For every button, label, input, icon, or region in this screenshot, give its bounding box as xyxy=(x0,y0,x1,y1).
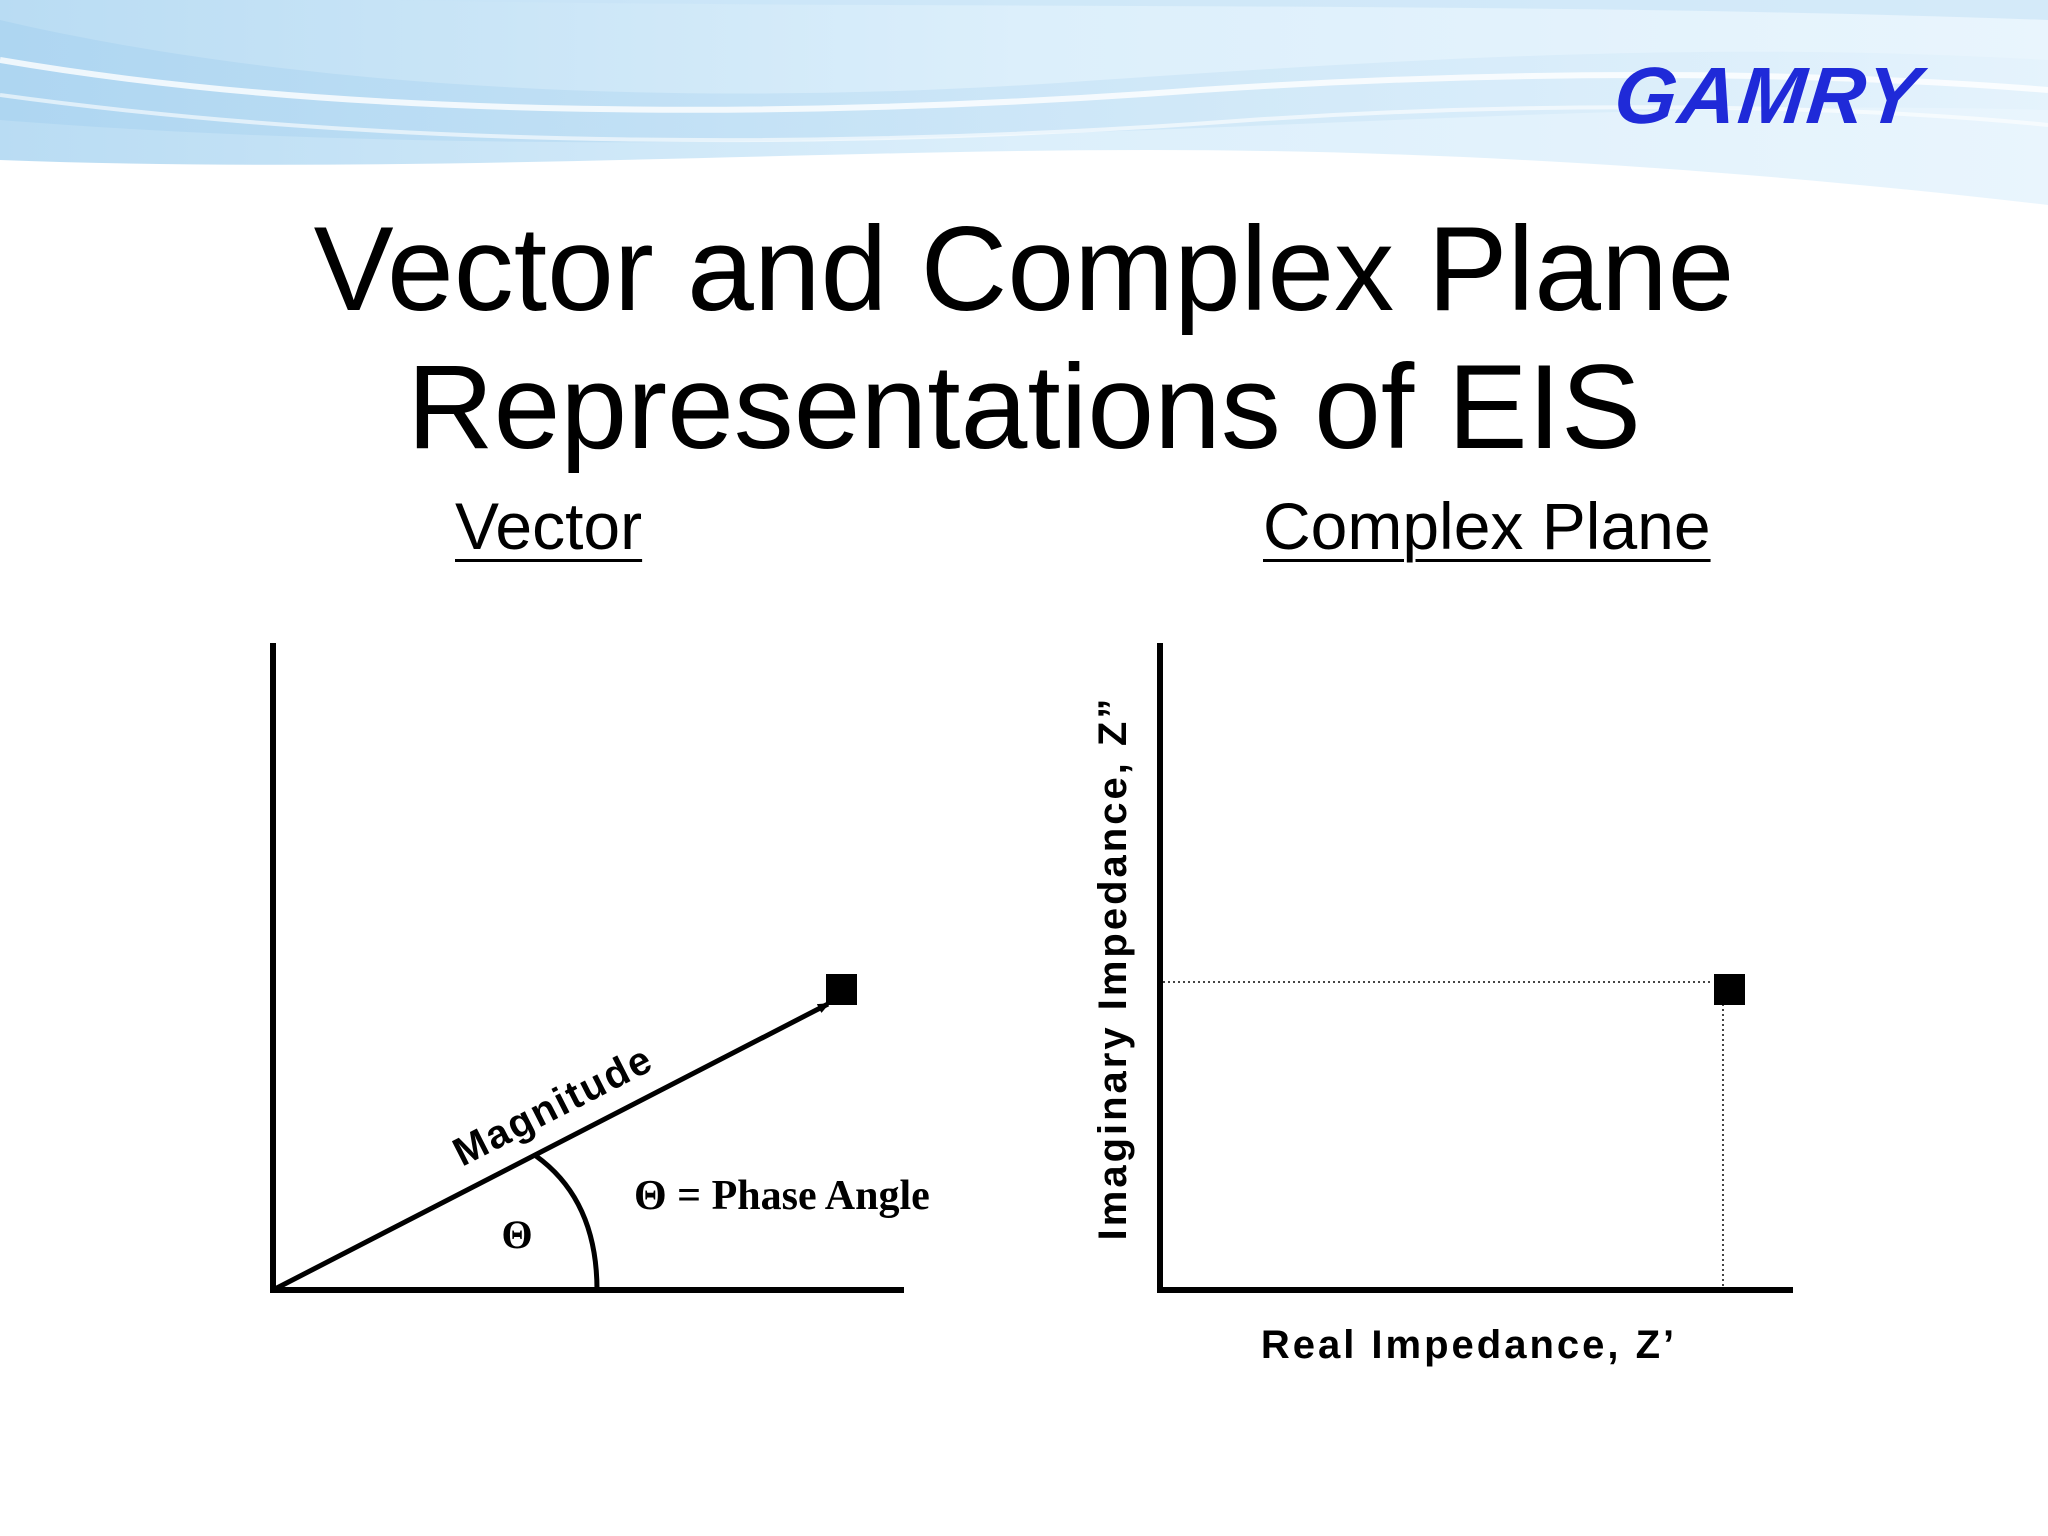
title-line-1: Vector and Complex Plane xyxy=(313,202,1735,336)
impedance-point-marker xyxy=(1714,974,1745,1005)
title-line-2: Representations of EIS xyxy=(406,340,1642,474)
imaginary-impedance-axis-label: Imaginary Impedance, Z” xyxy=(1091,696,1135,1241)
magnitude-vector-arrow xyxy=(271,1001,830,1293)
phase-angle-legend: Θ = Phase Angle xyxy=(634,1173,930,1219)
header-swoosh-decoration xyxy=(0,0,2048,205)
complex-plane-diagram: Real Impedance, Z’ Imaginary Impedance, … xyxy=(1091,643,1793,1367)
phase-angle-arc xyxy=(534,1153,600,1291)
vector-endpoint-marker xyxy=(826,974,857,1005)
vector-diagram: Magnitude Θ Θ = Phase Angle xyxy=(270,643,930,1293)
theta-symbol: Θ xyxy=(501,1212,532,1257)
vector-heading: Vector xyxy=(455,489,643,563)
slide-title: Vector and Complex Plane Representations… xyxy=(0,200,2048,476)
complex-plane-heading: Complex Plane xyxy=(1263,489,1711,563)
real-impedance-axis-label: Real Impedance, Z’ xyxy=(1261,1323,1677,1367)
